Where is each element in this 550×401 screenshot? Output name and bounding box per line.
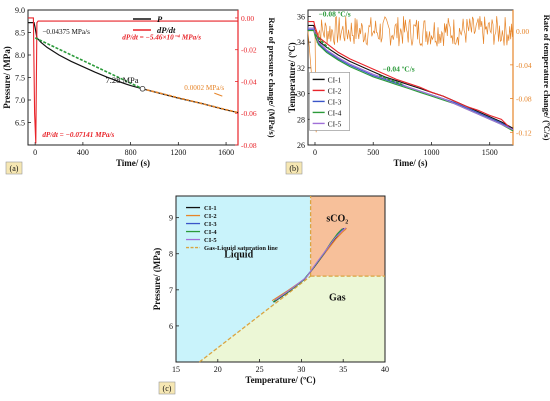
x-tick-label: 35: [339, 365, 347, 374]
fit-line-1: [142, 88, 239, 114]
annotation: dP/dt = −0.07141 MPa/s: [42, 131, 114, 139]
y-tick-label: 7.0: [15, 96, 25, 105]
x-axis-label: Time/ (s): [116, 158, 150, 168]
fit-line-0: [314, 33, 331, 51]
x-tick-label: 1500: [482, 148, 498, 157]
panel-label-box: [158, 381, 176, 395]
annotation: −0.08 ºC/s: [318, 9, 350, 18]
x-tick-label: 0: [313, 148, 317, 157]
y-tick-label: 36: [297, 12, 305, 21]
x-tick-label: 1600: [218, 148, 234, 157]
annotation: 0.0002 MPa/s: [184, 84, 224, 92]
y-tick-label: 34: [297, 38, 305, 47]
series-line-ci-1: [308, 24, 514, 129]
x-tick-label: 400: [77, 148, 89, 157]
region-1: [310, 196, 385, 277]
y-tick-label: 8.0: [15, 51, 25, 60]
y2-tick-label: -0.04: [241, 77, 257, 86]
y-tick-label: 30: [297, 90, 305, 99]
x-tick-label: 40: [381, 365, 389, 374]
marker-label: 7.28 MPa: [105, 75, 138, 85]
fit-line-1: [378, 74, 403, 86]
panel-label: (a): [10, 164, 19, 173]
region-2: [199, 276, 385, 362]
annotation: −0.04 ºC/s: [383, 65, 415, 74]
series-line-dpdt: [28, 17, 238, 144]
panel-label-box: [285, 161, 303, 175]
region-label: Gas: [329, 293, 346, 304]
y-tick-label: 28: [297, 115, 305, 124]
y2-tick-label: -0.12: [516, 128, 532, 137]
y-axis-label: Pressure/ (MPa): [152, 248, 162, 310]
y2-tick-label: -0.04: [516, 61, 532, 70]
x-tick-label: 500: [367, 148, 379, 157]
y2-tick-label: -0.06: [241, 109, 257, 118]
x-tick-label: 30: [297, 365, 305, 374]
region-label: sCO₂: [326, 213, 348, 224]
annotation: −0.04375 MPa/s: [42, 28, 90, 36]
legend-entry: CI-4: [204, 229, 217, 236]
x-tick-label: 0: [33, 148, 37, 157]
y-tick-label: 7: [169, 286, 173, 295]
x-tick-label: 800: [125, 148, 137, 157]
y2-tick-label: -0.02: [241, 46, 257, 55]
plot-frame: [175, 195, 386, 363]
marker-point: [139, 85, 146, 92]
panel-b: 0 500 1000 1500 26 28 30 32 34 36 Time/ (s) Tempera…: [285, 9, 550, 175]
y-axis-label: Temperature/ (ºC): [287, 42, 297, 112]
saturation-line: [199, 275, 311, 363]
x-tick-label: 25: [256, 365, 264, 374]
y-tick-label: 6.5: [15, 119, 25, 128]
legend-entry: CI-2: [204, 213, 217, 220]
legend-entry: CI-4: [328, 108, 342, 117]
x-tick-label: 1200: [170, 148, 186, 157]
y-tick-label: 6: [169, 322, 173, 331]
legend-entry: CI-1: [204, 205, 217, 212]
y-tick-label: 7.5: [15, 74, 25, 83]
x-tick-label: 15: [172, 365, 180, 374]
x-axis-label: Temperature/ (ºC): [245, 375, 315, 385]
y2-axis-label: Rate of temperature change/ (ºC/s): [542, 15, 550, 141]
y-tick-label: 26: [297, 141, 305, 150]
annotation-arrow: [214, 92, 223, 97]
series-line-ci-5: [275, 227, 347, 301]
y2-tick-label: -0.08: [241, 141, 257, 150]
y2-tick-label: 0.00: [516, 27, 529, 36]
annotation: dP/dt = −5.46×10⁻⁴ MPa/s: [122, 34, 201, 42]
legend-entry: CI-5: [328, 119, 342, 128]
series-line-ci-3: [308, 28, 514, 131]
x-tick-label: 1000: [423, 148, 439, 157]
y-tick-label: 32: [297, 64, 305, 73]
panel-label: (b): [289, 164, 299, 173]
legend-entry: CI-3: [204, 221, 217, 228]
legend-entry: CI-3: [328, 97, 342, 106]
y2-axis-label: Rate of pressure change/ (MPa/s): [267, 17, 277, 137]
panel-c: 15 20 25 30 35 40 6 7 8 9 Temperature/ (ºC) Pressur…: [152, 195, 389, 395]
legend-entry: CI-5: [204, 237, 217, 244]
panel-label-box: [5, 161, 23, 175]
x-tick-label: 20: [214, 365, 222, 374]
y-tick-label: 8: [169, 250, 173, 259]
legend-entry: CI-2: [328, 86, 342, 95]
y-tick-label: 9: [169, 214, 173, 223]
x-axis-label: Time/ (s): [393, 158, 427, 168]
series-line-rate: [307, 15, 513, 133]
legend-entry: CI-1: [328, 75, 342, 84]
y-axis-label: Pressure/ (MPa): [2, 46, 12, 108]
y2-tick-label: -0.08: [516, 95, 532, 104]
legend-entry: Gas-Liquid saturation line: [204, 245, 278, 252]
y-tick-label: 9.0: [15, 6, 25, 15]
panel-label: (c): [163, 384, 172, 393]
legend-entry: dP/dt: [157, 25, 176, 35]
legend-entry: P: [157, 14, 163, 24]
y2-tick-label: 0.00: [241, 14, 254, 23]
region-label: Liquid: [224, 249, 253, 260]
y-tick-label: 8.5: [15, 29, 25, 38]
fit-line-0: [34, 37, 143, 90]
series-line-ci-2: [308, 21, 514, 132]
panel-a: 0 400 800 1200 1600 6.5 7.0 7.5 8.0 8.5 9.0 Time/ (…: [2, 6, 277, 175]
